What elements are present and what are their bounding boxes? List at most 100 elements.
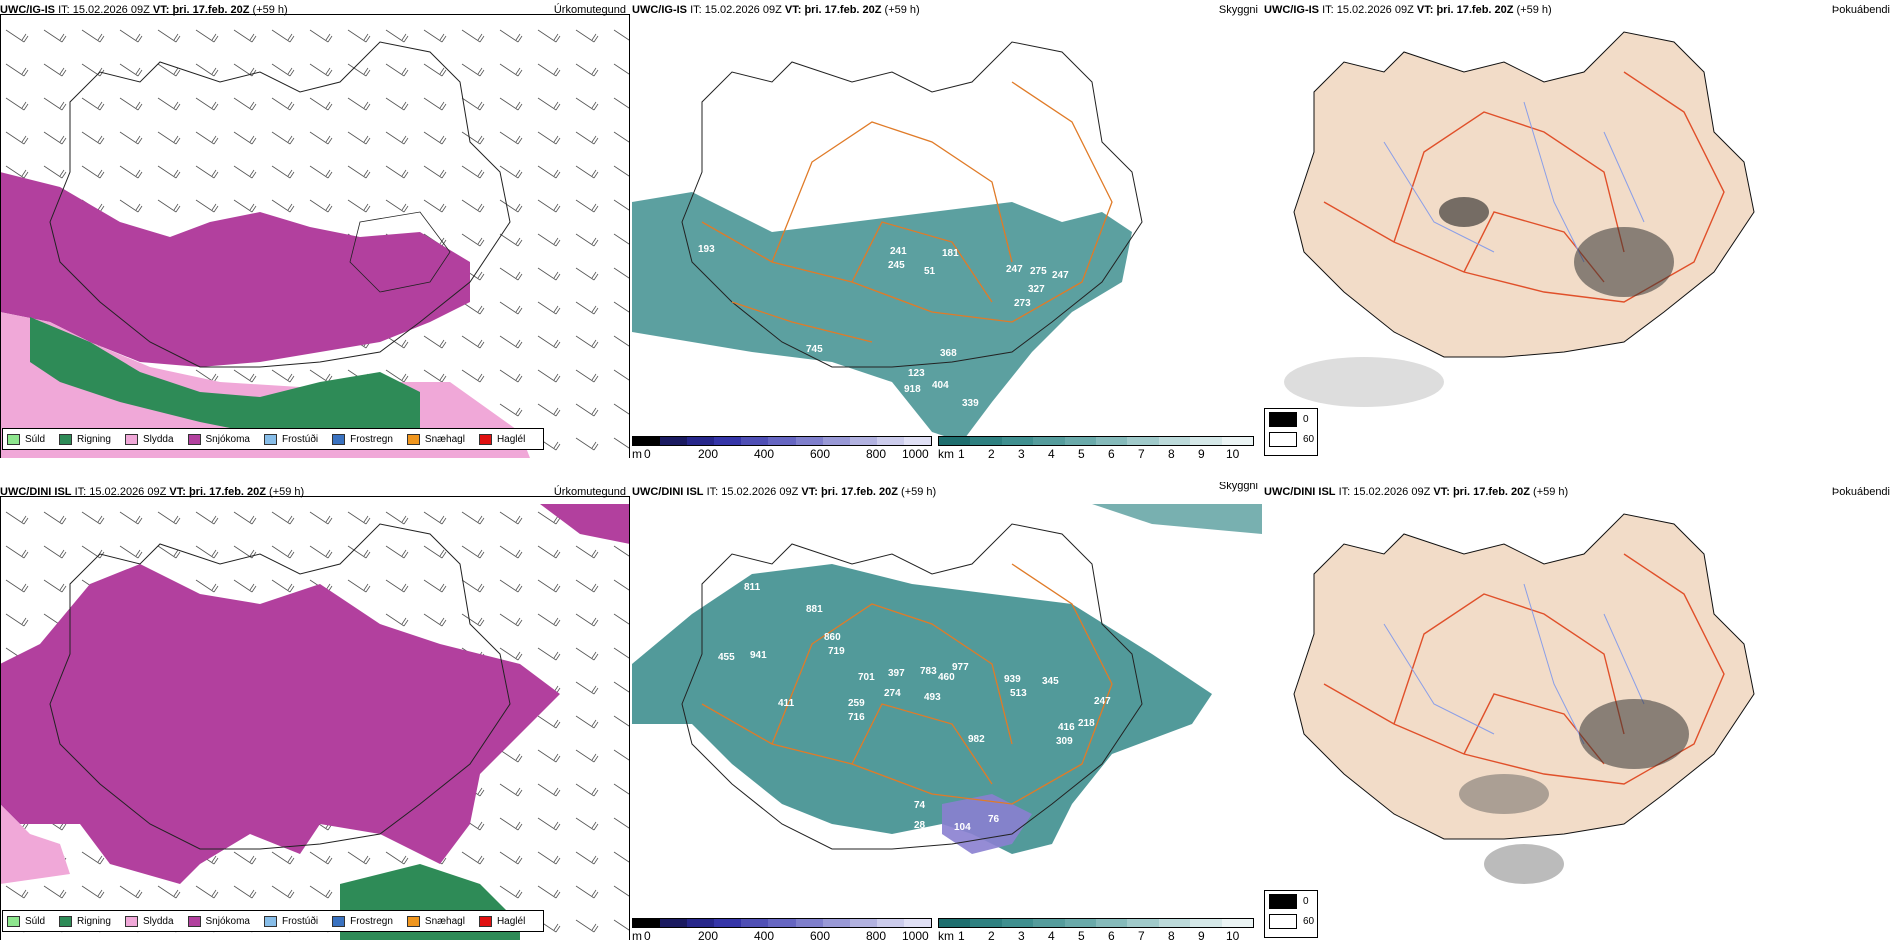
lead-time: (+59 h) <box>901 486 937 498</box>
panel-header: UWC/DINI ISL IT: 15.02.2026 09Z VT: þri.… <box>632 482 1262 502</box>
vis-label: 51 <box>924 266 936 277</box>
precip-legend: Súld Rigning Slydda Snjókoma Frostúði Fr… <box>2 428 545 450</box>
vt-label: VT: <box>784 4 802 16</box>
model-name: UWC/DINI ISL <box>1264 486 1336 498</box>
iceland-land <box>1293 31 1755 358</box>
vis-label: 404 <box>932 380 949 391</box>
tick-label: 600 <box>810 447 831 458</box>
legend-swatch <box>7 433 20 445</box>
legend-label: Snæhagl <box>424 433 465 445</box>
fog-map <box>1284 31 1755 407</box>
panel-title: Úrkomutegund <box>553 486 626 498</box>
low-visibility-area <box>632 564 1212 854</box>
tick-label: 8 <box>1168 929 1175 940</box>
fog-swatch <box>1269 893 1297 909</box>
low-visibility-area <box>632 192 1132 442</box>
vt-label: VT: <box>801 486 818 498</box>
vis-label: 513 <box>1010 688 1027 699</box>
legend-label: Snæhagl <box>424 915 465 927</box>
vis-label: 860 <box>824 632 841 643</box>
visibility-labels: 193 241 245 181 51 247 275 247 327 273 7… <box>698 244 1077 409</box>
vt-value: þri. 17.feb. 20Z <box>172 4 250 16</box>
legend-label: Slydda <box>142 433 174 445</box>
snow-area <box>540 504 630 544</box>
fog-map <box>1293 513 1755 884</box>
iceland-outline <box>681 41 1143 368</box>
river-network <box>1383 583 1645 745</box>
tick-label: 800 <box>866 447 887 458</box>
fog-area <box>1439 197 1489 227</box>
precip-map <box>0 22 630 458</box>
fog-swatch <box>1269 431 1297 447</box>
panel-header: UWC/DINI ISL IT: 15.02.2026 09Z VT: þri.… <box>0 486 630 502</box>
fog-legend-row: 0 <box>1265 409 1317 429</box>
vis-label: 982 <box>968 734 985 745</box>
vis-label: 701 <box>858 672 875 683</box>
legend-swatch <box>59 915 73 927</box>
legend-swatch <box>406 433 420 445</box>
visibility-colorbar: km 1 2 3 4 5 6 7 8 9 10 <box>938 436 1254 458</box>
tick-label: 800 <box>866 929 887 940</box>
fog-legend-label: 0 <box>1303 895 1309 907</box>
lead-time: (+59 h) <box>1533 486 1569 498</box>
legend-swatch <box>187 915 201 927</box>
panel-header: UWC/IG-IS IT: 15.02.2026 09Z VT: þri. 17… <box>632 4 1262 20</box>
low-visibility-area <box>1092 504 1262 534</box>
visibility-bar-swatches <box>938 918 1254 928</box>
tick-label: 6 <box>1108 447 1115 458</box>
legend-swatch <box>263 915 277 927</box>
precip-panel-bottom: UWC/DINI ISL IT: 15.02.2026 09Z VT: þri.… <box>0 482 630 940</box>
legend-item: Rigning <box>59 915 111 927</box>
vis-label: 193 <box>698 244 715 255</box>
legend-item: Slydda <box>124 915 174 927</box>
model-name: UWC/DINI ISL <box>0 486 72 498</box>
tick-label: 1 <box>958 929 965 940</box>
vis-label: 259 <box>848 698 865 709</box>
tick-label: 5 <box>1078 447 1085 458</box>
vis-label: 941 <box>750 650 767 661</box>
unit-label: m <box>632 447 642 458</box>
legend-swatch <box>263 433 277 445</box>
vis-label: 716 <box>848 712 865 723</box>
legend-item: Rigning <box>59 433 111 445</box>
panel-header: UWC/IG-IS IT: 15.02.2026 09Z VT: þri. 17… <box>0 4 630 20</box>
visibility-panel-bottom: UWC/DINI ISL IT: 15.02.2026 09Z VT: þri.… <box>632 482 1262 940</box>
lead-time: (+59 h) <box>1516 4 1552 16</box>
tick-label: 3 <box>1018 447 1025 458</box>
fog-legend-row: 60 <box>1265 911 1317 931</box>
model-name: UWC/DINI ISL <box>632 486 704 498</box>
model-name: UWC/IG-IS <box>632 4 687 16</box>
vis-label: 881 <box>806 604 823 615</box>
vis-label: 411 <box>778 698 795 709</box>
legend-swatch <box>7 915 20 927</box>
sleet-area <box>0 804 70 884</box>
legend-item: Frostúði <box>263 915 319 927</box>
it-label: IT: <box>690 4 702 16</box>
vt-label: VT: <box>152 4 170 16</box>
unit-label: km <box>938 447 954 458</box>
tick-label: 10 <box>1226 929 1240 940</box>
tick-label: 6 <box>1108 929 1115 940</box>
tick-label: 200 <box>698 447 719 458</box>
elevation-bar-swatches <box>632 918 932 928</box>
elevation-colorbar: m 0 200 400 600 800 1000 <box>632 918 932 940</box>
legend-item: Snæhagl <box>406 433 465 445</box>
vis-label: 218 <box>1078 718 1095 729</box>
river-network <box>1383 101 1645 263</box>
fog-area <box>1574 227 1674 297</box>
legend-swatch <box>478 915 492 927</box>
legend-label: Súld <box>25 915 46 927</box>
legend-swatch <box>406 915 420 927</box>
tick-label: 400 <box>754 447 775 458</box>
legend-label: Frostúði <box>281 433 319 445</box>
vis-label: 939 <box>1004 674 1021 685</box>
it-value: 15.02.2026 09Z <box>704 4 782 16</box>
vis-label: 123 <box>908 368 925 379</box>
legend-label: Frostúði <box>281 915 319 927</box>
visibility-map: 193 241 245 181 51 247 275 247 327 273 7… <box>632 41 1143 442</box>
elevation-ticks: m 0 200 400 600 800 1000 <box>632 446 932 458</box>
vis-label: 28 <box>914 820 926 831</box>
vis-label: 309 <box>1056 736 1073 747</box>
it-value: 15.02.2026 09Z <box>72 4 150 16</box>
rain-area <box>30 317 420 442</box>
